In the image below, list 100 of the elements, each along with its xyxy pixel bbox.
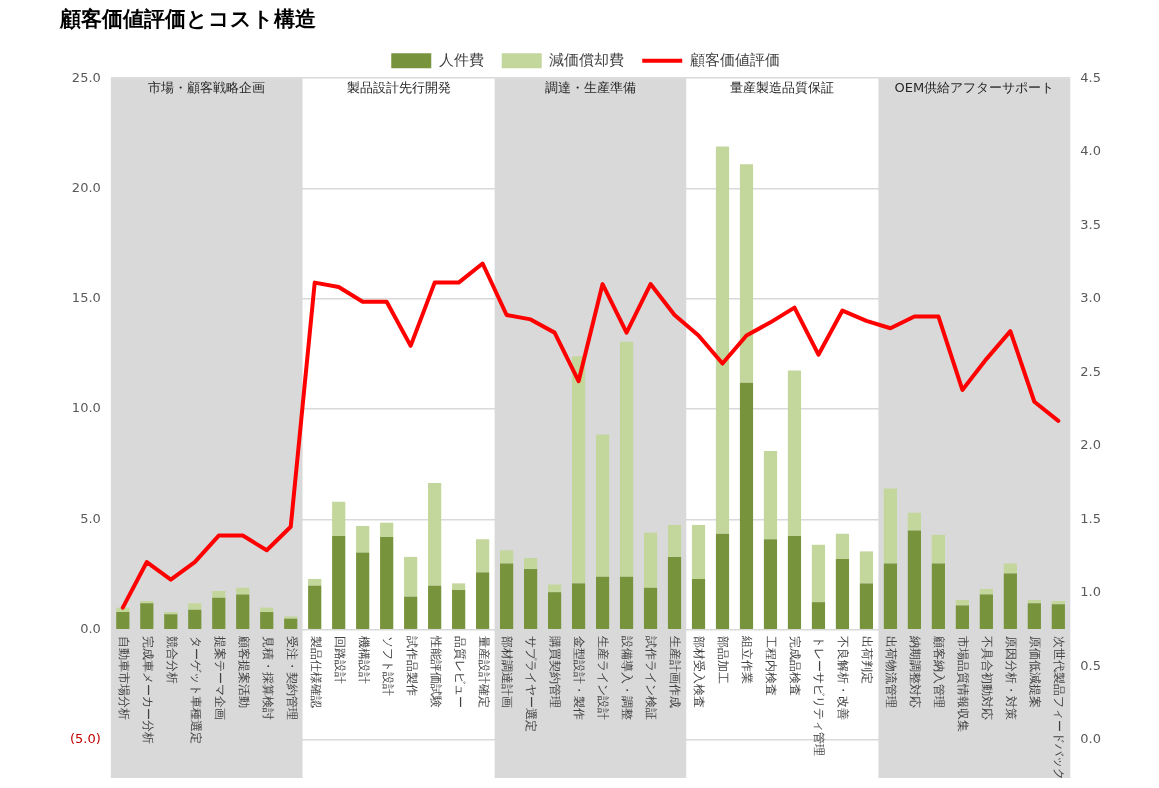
y2-tick-label: 2.0 bbox=[1080, 437, 1102, 453]
bar bbox=[619, 341, 634, 577]
bar bbox=[715, 146, 730, 534]
bar bbox=[691, 578, 706, 629]
y-tick-label: 0.0 bbox=[80, 621, 101, 637]
band-label: 調達・生産準備 bbox=[545, 80, 637, 96]
bar bbox=[859, 583, 874, 629]
y2-tick-label: 1.0 bbox=[1080, 584, 1102, 600]
bar bbox=[476, 572, 490, 629]
bar bbox=[787, 370, 802, 536]
x-tick-label: 試作品製作 bbox=[404, 635, 419, 696]
bar bbox=[835, 533, 850, 560]
bar bbox=[835, 559, 850, 629]
band-label: 市場・顧客戦略企画 bbox=[148, 80, 266, 96]
bar bbox=[452, 589, 466, 629]
x-tick-label: 機構設計 bbox=[356, 635, 371, 684]
x-tick-label: 顧客提案活動 bbox=[236, 635, 251, 708]
bar bbox=[260, 612, 274, 629]
x-tick-label: 出荷物流管理 bbox=[884, 635, 899, 708]
bar bbox=[643, 587, 658, 629]
bar bbox=[595, 434, 610, 577]
y2-tick-label: 3.0 bbox=[1080, 290, 1102, 306]
y-tick-label: 10.0 bbox=[71, 400, 101, 416]
bar bbox=[643, 532, 658, 588]
y2-tick-label: 2.5 bbox=[1080, 363, 1102, 379]
bar bbox=[332, 501, 346, 536]
y-tick-label: (5.0) bbox=[69, 731, 101, 747]
y2-tick-label: 0.0 bbox=[1080, 731, 1102, 747]
bar bbox=[1003, 573, 1017, 629]
bar bbox=[164, 614, 178, 629]
bar bbox=[500, 563, 514, 629]
bar bbox=[356, 526, 370, 553]
x-tick-label: 生産ライン設計 bbox=[596, 635, 611, 720]
bar bbox=[931, 563, 945, 629]
x-tick-label: 生産計画作成 bbox=[668, 635, 683, 708]
bar bbox=[883, 563, 898, 629]
x-tick-label: 受注・契約管理 bbox=[284, 635, 299, 720]
bar bbox=[907, 530, 921, 629]
bar bbox=[571, 583, 586, 629]
bar bbox=[739, 164, 754, 383]
y-tick-label: 25.0 bbox=[71, 69, 101, 85]
bar bbox=[979, 594, 993, 629]
bar bbox=[116, 612, 130, 629]
x-tick-label: 原価低減提案 bbox=[1028, 635, 1043, 708]
y2-tick-label: 3.5 bbox=[1080, 216, 1102, 232]
bar bbox=[811, 602, 826, 629]
bar bbox=[715, 533, 730, 629]
x-tick-label: 原因分析・対策 bbox=[1004, 635, 1019, 720]
bar bbox=[140, 601, 154, 604]
bar bbox=[739, 382, 754, 629]
bar bbox=[356, 552, 370, 629]
legend-label: 顧客価値評価 bbox=[689, 50, 780, 69]
bar bbox=[1051, 604, 1065, 629]
band-label: OEM供給アフターサポート bbox=[894, 80, 1055, 96]
x-tick-label: 購買契約管理 bbox=[548, 635, 563, 708]
bar bbox=[428, 483, 442, 586]
y2-tick-label: 4.0 bbox=[1080, 143, 1102, 159]
x-tick-label: サプライヤー選定 bbox=[524, 635, 539, 732]
bar bbox=[212, 591, 226, 598]
bar bbox=[380, 537, 394, 629]
bar bbox=[811, 544, 826, 603]
bar bbox=[787, 535, 802, 629]
x-tick-label: 品質レビュー bbox=[452, 635, 467, 708]
bar bbox=[140, 603, 154, 629]
bar bbox=[236, 594, 250, 629]
legend-label: 減価償却費 bbox=[549, 50, 625, 69]
bar bbox=[284, 616, 298, 619]
x-tick-label: 見積・採算検討 bbox=[260, 635, 275, 720]
bar bbox=[260, 607, 274, 613]
bar bbox=[524, 569, 538, 629]
x-tick-label: 市場品質情報収集 bbox=[956, 635, 971, 732]
x-tick-label: 製品仕様確認 bbox=[308, 635, 323, 708]
bar bbox=[404, 596, 418, 629]
bar bbox=[547, 592, 562, 629]
bar bbox=[500, 550, 514, 564]
x-tick-label: 不具合初動対応 bbox=[980, 635, 995, 720]
bar bbox=[763, 451, 778, 540]
bar bbox=[763, 539, 778, 629]
bar bbox=[236, 587, 250, 595]
x-tick-label: 工程内検査 bbox=[764, 635, 779, 696]
bar bbox=[332, 535, 346, 629]
bar bbox=[404, 556, 418, 597]
x-tick-label: 試作ライン検証 bbox=[644, 635, 659, 720]
bar bbox=[1027, 603, 1041, 629]
bar bbox=[476, 539, 490, 573]
x-tick-label: 設備導入・調整 bbox=[620, 635, 635, 720]
bar bbox=[524, 558, 538, 570]
bar bbox=[308, 585, 322, 629]
y-tick-label: 20.0 bbox=[71, 179, 101, 195]
chart-title: 顧客価値評価とコスト構造 bbox=[59, 7, 316, 32]
x-tick-label: 性能評価試験 bbox=[428, 634, 443, 708]
bar bbox=[667, 556, 682, 629]
bar bbox=[308, 578, 322, 586]
bar bbox=[284, 618, 298, 629]
bar bbox=[619, 576, 634, 629]
bar bbox=[547, 584, 562, 593]
y-tick-label: 5.0 bbox=[80, 510, 101, 526]
bar bbox=[859, 551, 874, 584]
x-tick-label: トレーサビリティ管理 bbox=[812, 635, 827, 756]
x-tick-label: 不良解析・改善 bbox=[836, 635, 851, 720]
